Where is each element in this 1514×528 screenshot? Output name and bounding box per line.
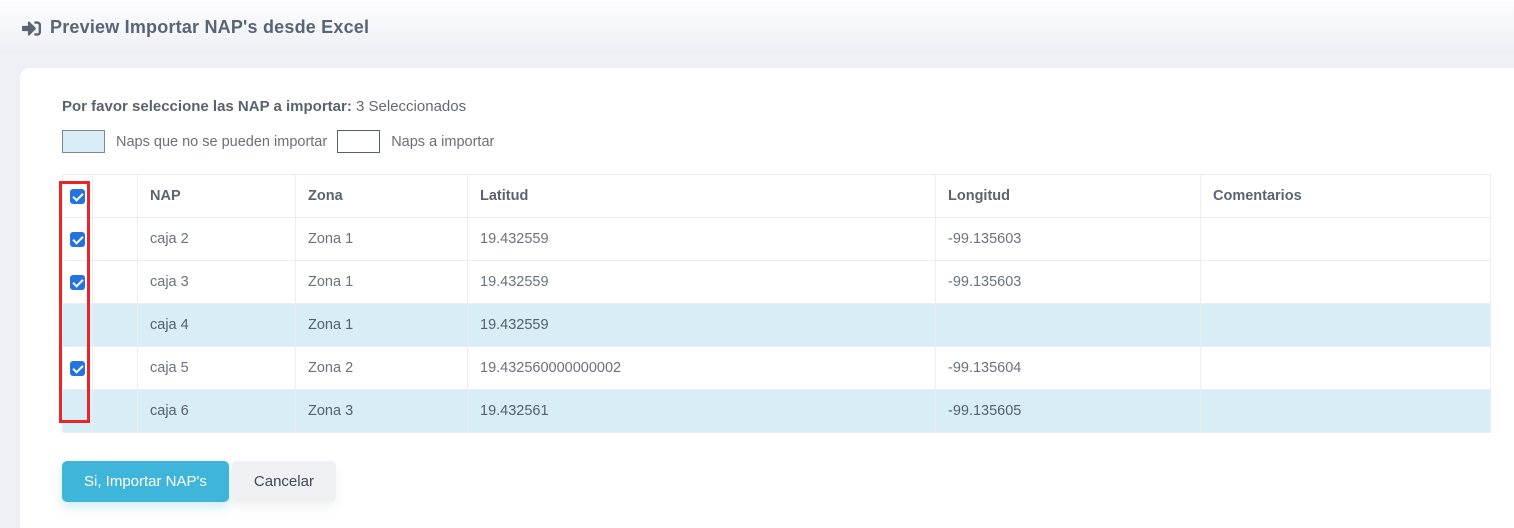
cell-comentarios (1200, 260, 1491, 304)
row-checkbox[interactable] (70, 231, 85, 247)
cell-comentarios (1200, 346, 1491, 390)
cell-zona: Zona 1 (295, 217, 468, 261)
header-spacer (92, 174, 138, 218)
page-header: Preview Importar NAP's desde Excel (0, 0, 1514, 55)
table-row: caja 4 Zona 1 19.432559 (62, 303, 1491, 347)
cell-comentarios (1200, 389, 1491, 433)
legend: Naps que no se pueden importar Naps a im… (62, 130, 1490, 153)
column-header-longitud: Longitud (935, 174, 1201, 218)
cell-spacer (92, 217, 138, 261)
cell-longitud: -99.135604 (935, 346, 1201, 390)
cell-latitud: 19.432560000000002 (467, 346, 936, 390)
cell-comentarios (1200, 217, 1491, 261)
cell-longitud: -99.135603 (935, 217, 1201, 261)
table-row: caja 6 Zona 3 19.432561 -99.135605 (62, 389, 1491, 433)
nap-preview-table: NAP Zona Latitud Longitud Comentarios ca… (62, 174, 1491, 433)
table-body: caja 2 Zona 1 19.432559 -99.135603 caja … (62, 217, 1491, 433)
cell-zona: Zona 1 (295, 303, 468, 347)
cell-latitud: 19.432559 (467, 303, 936, 347)
legend-swatch-importable (337, 130, 381, 153)
table-row: caja 3 Zona 1 19.432559 -99.135603 (62, 260, 1491, 304)
content-card: Por favor seleccione las NAP a importar:… (20, 68, 1514, 528)
cell-nap: caja 5 (137, 346, 296, 390)
cell-nap: caja 3 (137, 260, 296, 304)
cell-longitud (935, 303, 1201, 347)
cell-nap: caja 4 (137, 303, 296, 347)
column-header-latitud: Latitud (467, 174, 936, 218)
row-checkbox[interactable] (70, 274, 85, 290)
legend-label-importable: Naps a importar (391, 133, 495, 150)
selection-count: 3 Seleccionados (356, 98, 467, 115)
cell-comentarios (1200, 303, 1491, 347)
column-header-nap: NAP (137, 174, 296, 218)
select-all-checkbox[interactable] (70, 188, 85, 204)
cell-spacer (92, 389, 138, 433)
cell-longitud: -99.135605 (935, 389, 1201, 433)
action-buttons: Si, Importar NAP's Cancelar (62, 461, 1490, 502)
table-row: caja 2 Zona 1 19.432559 -99.135603 (62, 217, 1491, 261)
selection-instruction: Por favor seleccione las NAP a importar:… (62, 98, 1490, 115)
cell-latitud: 19.432559 (467, 217, 936, 261)
cell-zona: Zona 1 (295, 260, 468, 304)
cell-latitud: 19.432559 (467, 260, 936, 304)
selection-instruction-label: Por favor seleccione las NAP a importar: (62, 98, 352, 115)
cell-zona: Zona 3 (295, 389, 468, 433)
cell-latitud: 19.432561 (467, 389, 936, 433)
cell-spacer (92, 346, 138, 390)
cell-spacer (92, 260, 138, 304)
cancel-button[interactable]: Cancelar (231, 461, 336, 502)
cell-spacer (92, 303, 138, 347)
cell-nap: caja 6 (137, 389, 296, 433)
cell-zona: Zona 2 (295, 346, 468, 390)
column-header-comentarios: Comentarios (1200, 174, 1491, 218)
legend-swatch-not-importable (62, 130, 105, 153)
table-row: caja 5 Zona 2 19.432560000000002 -99.135… (62, 346, 1491, 390)
import-confirm-button[interactable]: Si, Importar NAP's (62, 461, 229, 502)
legend-label-not-importable: Naps que no se pueden importar (116, 133, 328, 150)
cell-nap: caja 2 (137, 217, 296, 261)
row-checkbox[interactable] (70, 360, 85, 376)
page-title: Preview Importar NAP's desde Excel (50, 17, 370, 37)
table-header-row: NAP Zona Latitud Longitud Comentarios (62, 174, 1491, 218)
sign-in-icon (22, 20, 41, 36)
column-header-zona: Zona (295, 174, 468, 218)
cell-longitud: -99.135603 (935, 260, 1201, 304)
